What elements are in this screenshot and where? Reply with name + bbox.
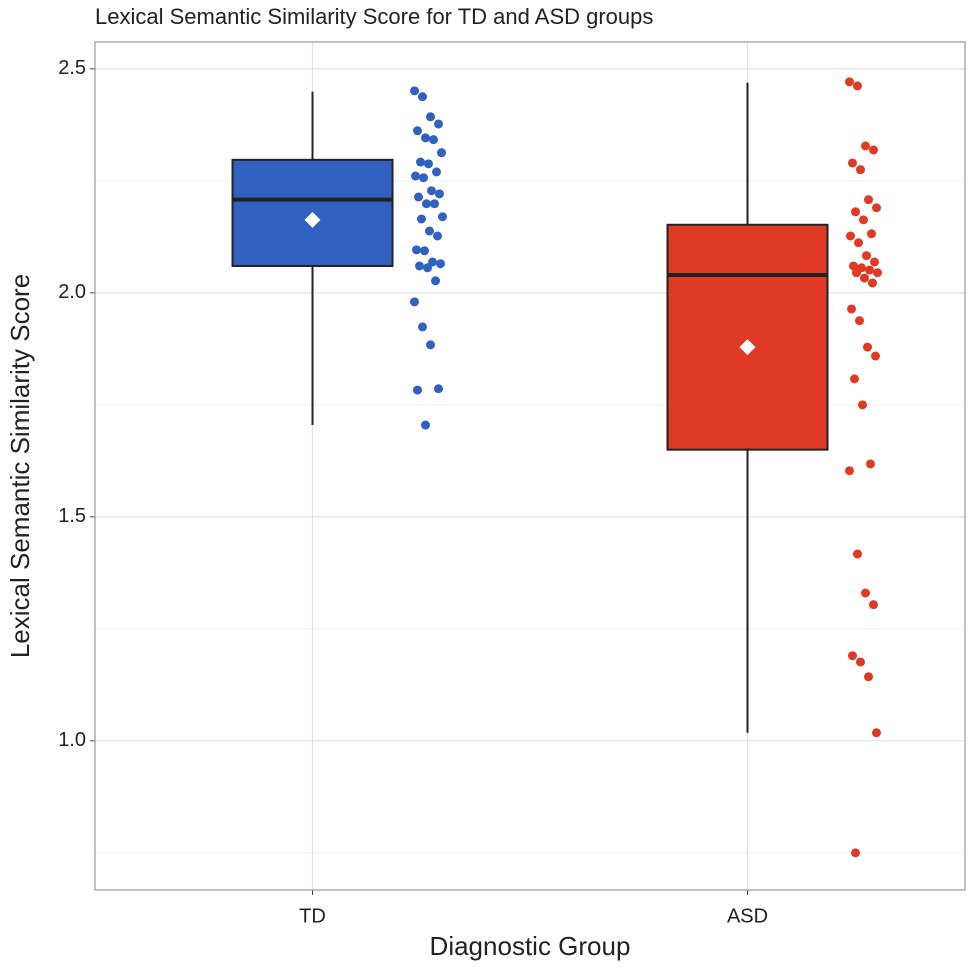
point <box>847 304 856 314</box>
point <box>426 112 435 122</box>
point <box>856 165 865 175</box>
point <box>854 238 863 248</box>
x-tick-label: ASD <box>727 905 768 927</box>
point <box>864 195 873 205</box>
point <box>868 278 877 288</box>
point <box>416 157 425 167</box>
point <box>420 246 429 256</box>
point <box>853 81 862 91</box>
point <box>869 145 878 155</box>
point <box>410 297 419 307</box>
point <box>433 231 442 241</box>
point <box>845 77 854 87</box>
point <box>421 133 430 143</box>
chart-title: Lexical Semantic Similarity Score for TD… <box>95 4 653 29</box>
y-axis-label: Lexical Semantic Similarity Score <box>5 274 35 658</box>
mean-marker <box>304 211 321 228</box>
point <box>851 848 860 858</box>
point <box>415 261 424 271</box>
point <box>425 226 434 236</box>
point <box>848 651 857 661</box>
point <box>872 203 881 213</box>
x-axis-label: Diagnostic Group <box>430 931 631 961</box>
point <box>861 588 870 598</box>
point <box>421 420 430 430</box>
point <box>869 600 878 610</box>
point <box>859 215 868 225</box>
point <box>873 268 882 278</box>
point <box>434 384 443 394</box>
point <box>418 92 427 102</box>
point <box>858 400 867 410</box>
point <box>427 186 436 196</box>
box <box>666 223 829 451</box>
point <box>410 86 419 96</box>
point <box>861 141 870 151</box>
point <box>849 261 858 271</box>
point <box>850 374 859 384</box>
y-tick-label: 2.0 <box>58 281 86 303</box>
point <box>864 672 873 682</box>
point <box>428 257 437 267</box>
point <box>436 259 445 269</box>
point <box>412 245 421 255</box>
point <box>411 171 420 181</box>
point <box>852 268 861 278</box>
plot-border <box>94 41 966 891</box>
point <box>426 340 435 350</box>
point <box>434 119 443 129</box>
point <box>435 189 444 199</box>
point <box>424 159 433 169</box>
point <box>419 173 428 183</box>
point <box>413 126 422 136</box>
point <box>848 158 857 168</box>
point <box>437 148 446 158</box>
point <box>438 212 447 222</box>
point <box>865 265 874 275</box>
point <box>846 231 855 241</box>
x-tick-label: TD <box>299 905 326 927</box>
point <box>863 342 872 352</box>
point <box>853 549 862 559</box>
point <box>871 351 880 361</box>
y-tick-label: 1.5 <box>58 505 86 527</box>
mean-marker <box>739 339 756 356</box>
point <box>870 257 879 267</box>
point <box>862 251 871 261</box>
point <box>414 192 423 202</box>
point <box>860 273 869 283</box>
point <box>432 167 441 177</box>
point <box>431 276 440 286</box>
point <box>855 316 864 326</box>
point <box>418 322 427 332</box>
point <box>866 459 875 469</box>
point <box>430 199 439 209</box>
y-tick-label: 2.5 <box>58 57 86 79</box>
y-tick-label: 1.0 <box>58 729 86 751</box>
point <box>413 385 422 395</box>
point <box>845 466 854 476</box>
point <box>856 657 865 667</box>
point <box>851 207 860 217</box>
point <box>867 229 876 239</box>
point <box>417 214 426 224</box>
point <box>429 135 438 145</box>
point <box>423 263 432 273</box>
point <box>872 728 881 738</box>
point <box>422 199 431 209</box>
